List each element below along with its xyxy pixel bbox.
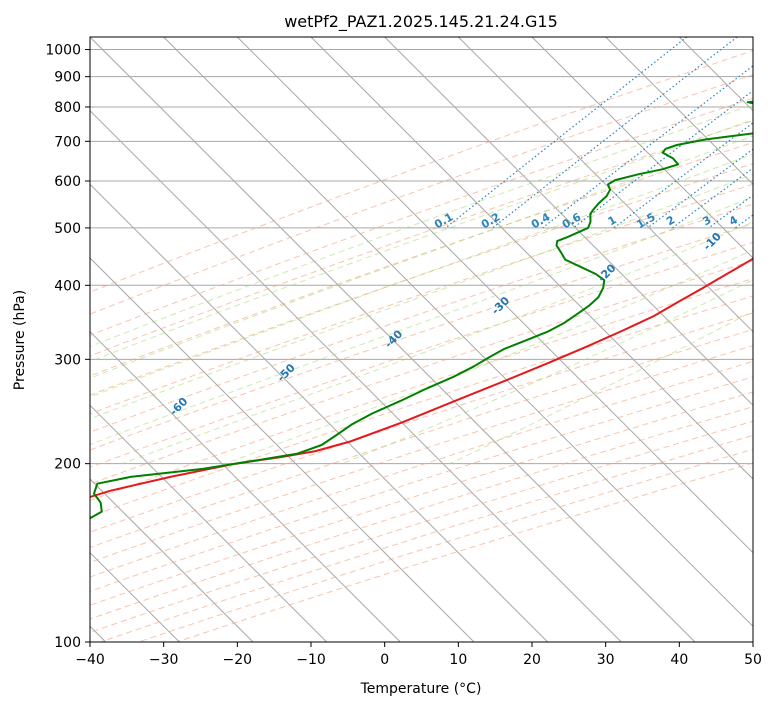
y-tick-label: 900: [54, 70, 81, 86]
isotherm-line: [90, 183, 549, 642]
y-axis-label: Pressure (hPa): [12, 290, 28, 390]
isotherm-line: [310, 37, 753, 480]
dry-adiabat-line: [90, 120, 753, 357]
isotherm-line: [90, 478, 254, 642]
isotherm-line: [90, 109, 622, 642]
isotherm-line: [384, 37, 753, 407]
x-tick-label: 10: [449, 652, 467, 668]
x-tick-label: 50: [744, 652, 762, 668]
moist-adiabat-line: [342, 279, 753, 465]
x-tick-label: −20: [223, 652, 253, 668]
moist-adiabat-line: [224, 249, 753, 465]
x-tick-label: 40: [670, 652, 688, 668]
isotherm-line: [605, 37, 753, 186]
dry-adiabat-line: [90, 260, 753, 485]
chart-title: wetPf2_PAZ1.2025.145.21.24.G15: [284, 12, 558, 32]
dry-adiabat-line: [90, 163, 753, 396]
isotherm-line: [163, 37, 753, 628]
x-tick-label: −30: [149, 652, 179, 668]
x-tick-label: 0: [380, 652, 389, 668]
dry-adiabat-line: [90, 391, 753, 606]
dry-adiabat-line: [90, 360, 753, 578]
y-tick-label: 400: [54, 278, 81, 294]
dry-adiabat-line: [90, 312, 753, 533]
x-tick-label: −10: [296, 652, 326, 668]
x-tick-label: 20: [523, 652, 541, 668]
dry-adiabat-line: [90, 203, 753, 433]
y-tick-label: 1000: [45, 43, 81, 59]
moist-adiabat-line: [90, 173, 753, 420]
y-tick-label: 100: [54, 635, 81, 651]
y-tick-label: 600: [54, 174, 81, 190]
plot-frame: [89, 36, 754, 643]
dewpoint-line: [90, 100, 753, 520]
temperature-line: [90, 257, 753, 499]
mixing-ratio-line: [672, 167, 753, 229]
y-tick-label: 300: [54, 352, 81, 368]
dry-adiabat-line: [90, 222, 753, 451]
dry-adiabat-line: [90, 74, 753, 315]
mixing-ratio-line: [572, 89, 753, 229]
x-axis-label: Temperature (°C): [360, 681, 482, 697]
y-tick-label: 200: [54, 457, 81, 473]
isotherm-line: [457, 37, 753, 333]
isotherm-line: [90, 37, 696, 642]
dry-adiabat-line: [90, 141, 753, 377]
isotherm-line: [236, 37, 753, 554]
mixing-ratio-line: [492, 37, 738, 229]
sounding-profiles: [90, 100, 753, 520]
x-tick-label: −40: [75, 652, 105, 668]
background-reference-lines: [90, 37, 753, 642]
dry-adiabat-line: [90, 97, 753, 336]
moist-adiabat-line: [90, 119, 753, 362]
isotherm-line: [531, 37, 753, 259]
y-tick-label: 800: [54, 100, 81, 116]
mixing-ratio-line: [542, 65, 753, 229]
isotherm-line: [90, 330, 401, 642]
moist-adiabat-line: [90, 153, 753, 398]
axes: −40 −30 −20 −10 0 10 20 30 40 50 100 200 300 400 500 60…: [45, 43, 762, 668]
isotherm-line: [90, 257, 475, 642]
y-tick-label: 700: [54, 134, 81, 150]
dry-adiabat-line: [90, 328, 753, 548]
y-tick-label: 500: [54, 221, 81, 237]
isotherm-line: [90, 404, 328, 642]
dry-adiabat-line: [90, 278, 753, 502]
dry-adiabat-line: [90, 50, 753, 293]
x-tick-label: 30: [597, 652, 615, 668]
